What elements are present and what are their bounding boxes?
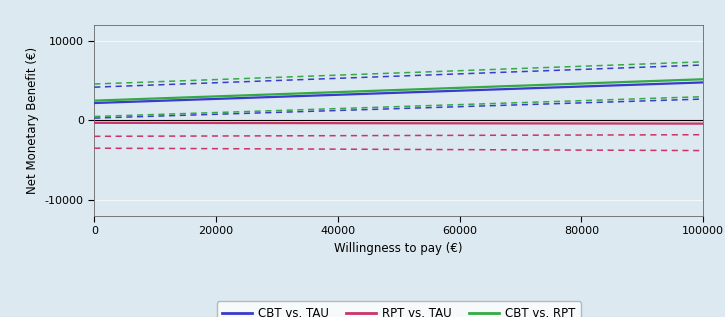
X-axis label: Willingness to pay (€): Willingness to pay (€) <box>334 242 463 255</box>
Legend: CBT vs. TAU, RPT vs. TAU, CBT vs. RPT: CBT vs. TAU, RPT vs. TAU, CBT vs. RPT <box>217 301 581 317</box>
Y-axis label: Net Monetary Benefit (€): Net Monetary Benefit (€) <box>26 47 39 194</box>
